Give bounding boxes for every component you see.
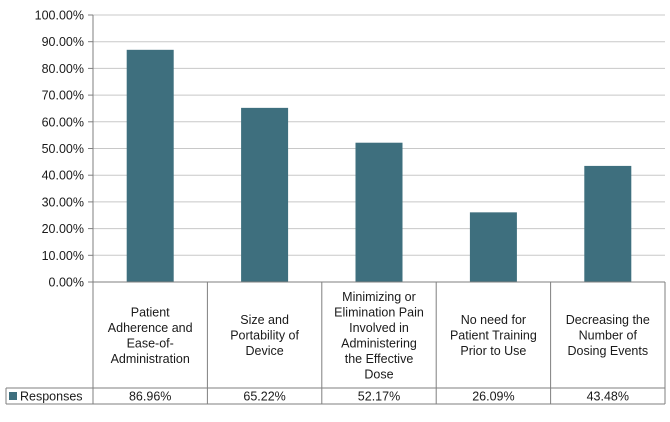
- bar: [584, 165, 632, 282]
- category-label: Size and: [240, 313, 289, 327]
- category-label: Prior to Use: [460, 344, 526, 358]
- category-label: No need for: [461, 313, 526, 327]
- y-tick-label: 100.00%: [35, 9, 84, 23]
- y-tick-label: 60.00%: [42, 115, 84, 129]
- y-tick-label: 10.00%: [42, 249, 84, 263]
- y-tick-label: 0.00%: [49, 276, 84, 290]
- bar: [469, 212, 517, 282]
- category-label: Administration: [111, 352, 190, 366]
- category-label: Ease-of-: [127, 336, 174, 350]
- bar: [126, 49, 174, 282]
- category-label: Involved in: [349, 321, 409, 335]
- category-label: Minimizing or: [342, 290, 416, 304]
- legend-label: Responses: [20, 390, 83, 404]
- data-value-label: 52.17%: [358, 390, 400, 404]
- legend-swatch: [9, 392, 17, 400]
- data-value-label: 26.09%: [472, 390, 514, 404]
- y-tick-label: 80.00%: [42, 62, 84, 76]
- category-label: Device: [245, 344, 283, 358]
- category-label: Number of: [579, 329, 638, 343]
- category-label: Elimination Pain: [334, 305, 424, 319]
- category-label: Patient Training: [450, 329, 537, 343]
- category-label: Dose: [364, 367, 393, 381]
- y-tick-label: 90.00%: [42, 35, 84, 49]
- y-tick-label: 70.00%: [42, 89, 84, 103]
- category-label: Dosing Events: [567, 344, 648, 358]
- category-label: the Effective: [345, 352, 414, 366]
- y-tick-label: 40.00%: [42, 169, 84, 183]
- data-value-label: 86.96%: [129, 390, 171, 404]
- data-value-label: 43.48%: [587, 390, 629, 404]
- y-tick-label: 30.00%: [42, 195, 84, 209]
- category-label: Administering: [341, 336, 417, 350]
- y-tick-label: 20.00%: [42, 222, 84, 236]
- y-tick-label: 50.00%: [42, 142, 84, 156]
- category-label: Portability of: [230, 329, 299, 343]
- category-label: Patient: [131, 305, 170, 319]
- category-label: Adherence and: [108, 321, 193, 335]
- bar: [241, 107, 289, 282]
- category-label: Decreasing the: [566, 313, 650, 327]
- bar: [355, 142, 403, 282]
- data-value-label: 65.22%: [243, 390, 285, 404]
